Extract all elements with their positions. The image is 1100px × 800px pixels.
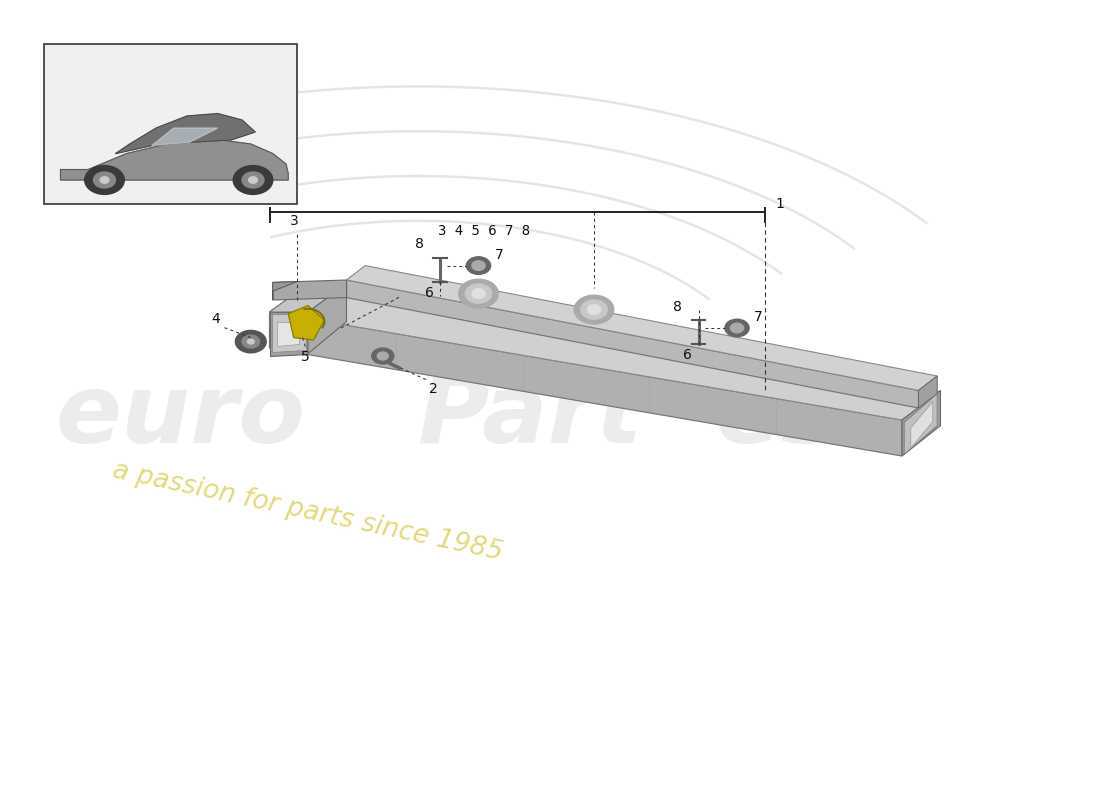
Polygon shape (904, 394, 937, 454)
Polygon shape (273, 282, 297, 300)
Text: 4: 4 (211, 312, 220, 326)
Text: 7: 7 (495, 247, 504, 262)
Circle shape (242, 335, 260, 348)
Polygon shape (152, 128, 218, 146)
Circle shape (85, 166, 124, 194)
Circle shape (574, 295, 614, 324)
Circle shape (233, 166, 273, 194)
Circle shape (581, 300, 607, 319)
Text: 5: 5 (301, 350, 310, 364)
Text: 6: 6 (425, 286, 433, 300)
Circle shape (242, 172, 264, 188)
Circle shape (249, 177, 257, 183)
Polygon shape (288, 306, 324, 340)
Polygon shape (911, 402, 933, 448)
Circle shape (465, 284, 492, 303)
Text: 7: 7 (754, 310, 762, 324)
Polygon shape (346, 280, 918, 408)
Circle shape (466, 257, 491, 274)
Circle shape (100, 177, 109, 183)
Text: 6: 6 (683, 348, 692, 362)
Text: euro: euro (55, 370, 305, 462)
Polygon shape (273, 280, 346, 300)
Circle shape (459, 279, 498, 308)
Text: a passion for parts since 1985: a passion for parts since 1985 (110, 458, 505, 566)
Polygon shape (272, 314, 306, 352)
Polygon shape (346, 266, 937, 390)
Polygon shape (270, 284, 346, 312)
FancyBboxPatch shape (44, 44, 297, 204)
Text: 3 4 5 6 7 8: 3 4 5 6 7 8 (438, 224, 530, 238)
Text: 8: 8 (415, 237, 424, 251)
Polygon shape (270, 312, 902, 456)
Polygon shape (902, 390, 940, 456)
Text: 2: 2 (429, 382, 438, 395)
Circle shape (725, 319, 749, 337)
Circle shape (587, 305, 601, 314)
Circle shape (94, 172, 115, 188)
Polygon shape (270, 312, 308, 356)
Circle shape (248, 339, 254, 344)
Circle shape (377, 352, 388, 360)
Circle shape (235, 330, 266, 353)
Polygon shape (270, 284, 940, 420)
Circle shape (472, 289, 485, 298)
Circle shape (372, 348, 394, 364)
Polygon shape (60, 140, 288, 180)
Text: 3: 3 (290, 214, 299, 228)
Polygon shape (308, 284, 346, 354)
Text: es: es (715, 370, 839, 462)
Text: 1: 1 (776, 197, 784, 211)
Text: 8: 8 (673, 300, 682, 314)
Circle shape (730, 323, 744, 333)
Polygon shape (116, 114, 255, 154)
Circle shape (472, 261, 485, 270)
Polygon shape (918, 376, 937, 408)
Polygon shape (277, 322, 299, 346)
Text: Part: Part (418, 370, 644, 462)
